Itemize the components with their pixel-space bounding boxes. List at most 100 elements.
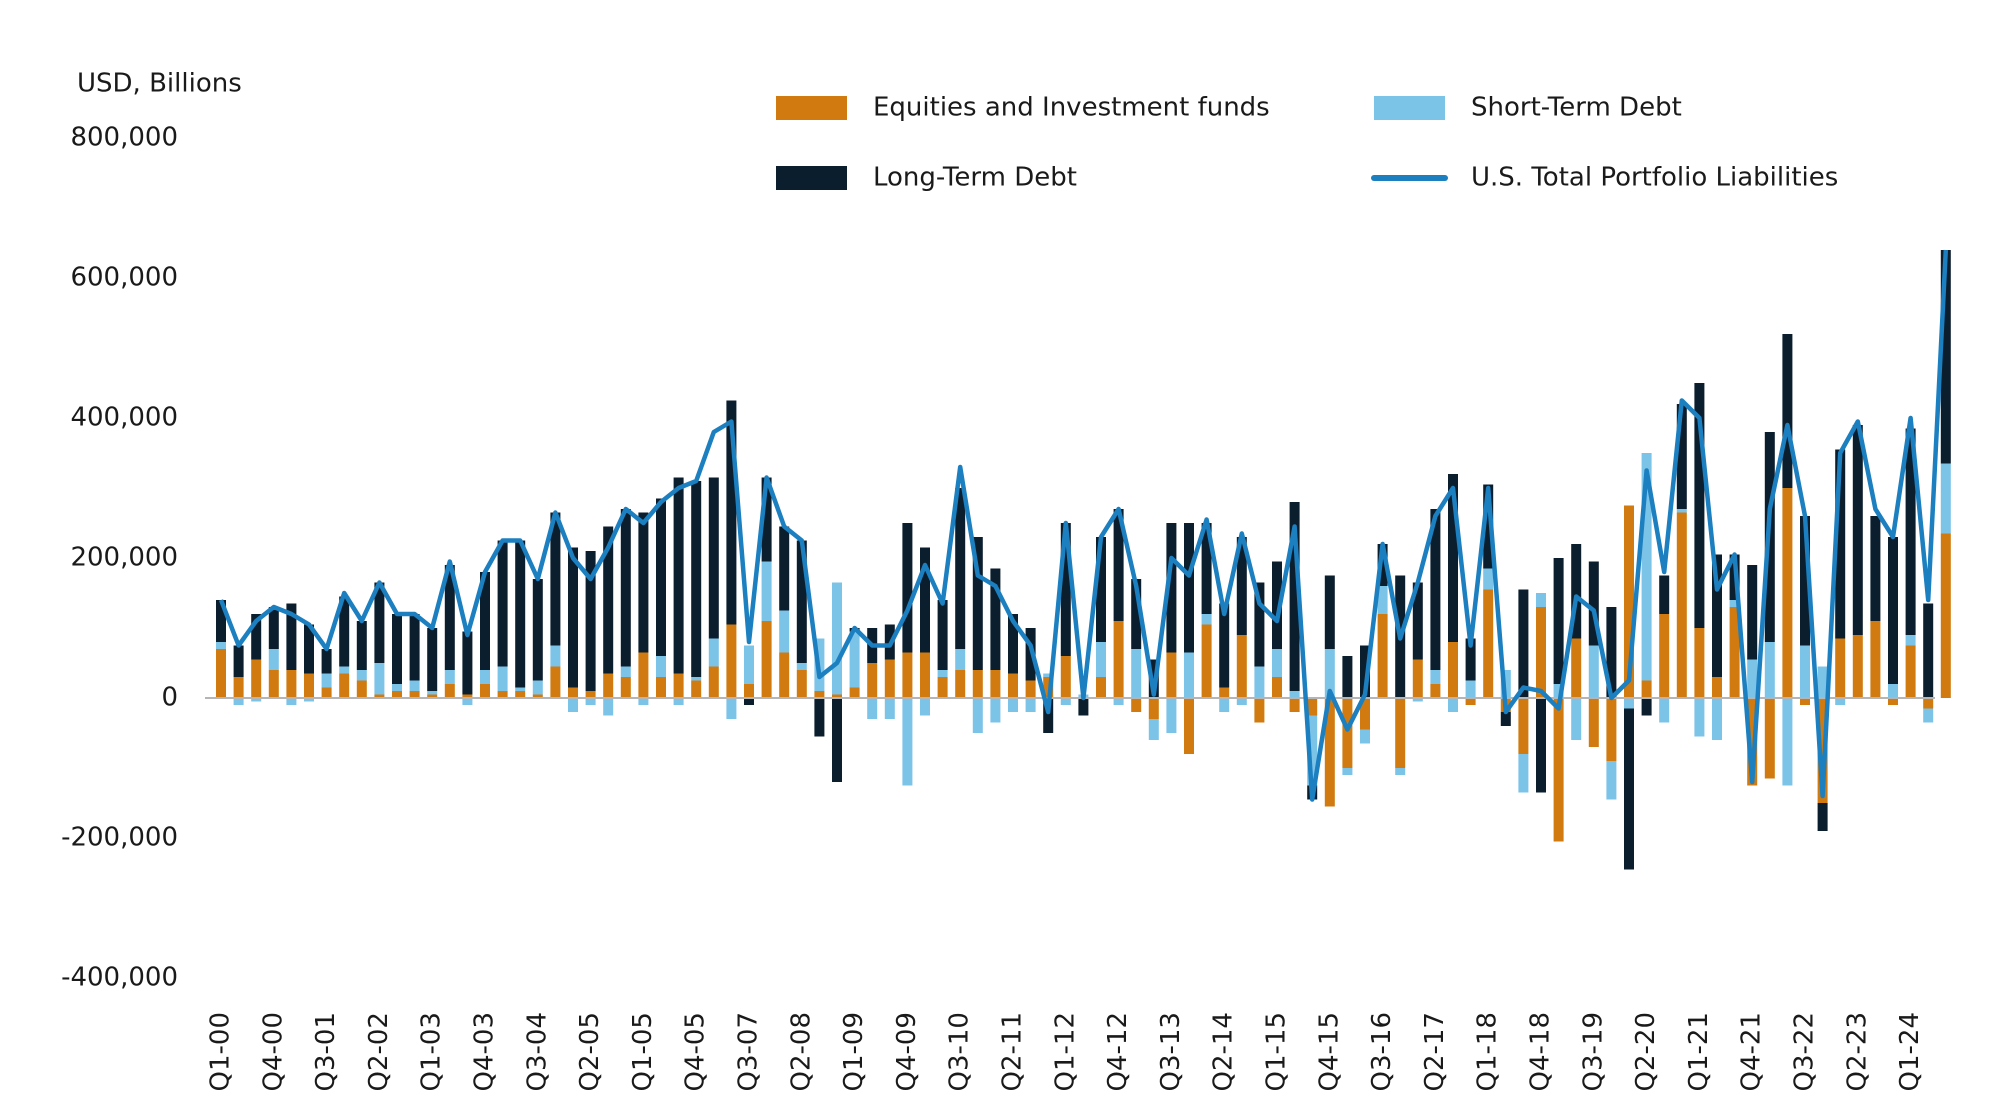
bar [1712,554,1722,677]
bar [1254,582,1265,667]
bar [1236,537,1247,635]
bar [1606,607,1617,698]
bar [1940,533,1951,698]
bar [392,614,402,684]
bar [1747,698,1758,786]
bar [1923,698,1934,709]
bar [1536,698,1546,793]
bar [462,694,473,698]
x-tick-label: Q4-05 [681,1012,711,1091]
bar [1641,453,1652,681]
bar [1588,645,1599,698]
x-tick-label: Q4-09 [892,1012,922,1091]
bar [480,572,490,670]
bar [304,698,314,702]
bar [1483,484,1494,569]
bar [1236,698,1247,705]
bar [1412,659,1423,698]
bar [1782,334,1793,488]
bar [515,687,526,691]
bar [708,638,719,667]
bar [1289,698,1300,712]
bar [1043,698,1054,733]
bar [656,498,666,656]
x-tick-label: Q1-21 [1684,1012,1714,1091]
bar [568,687,578,698]
x-tick-label: Q1-05 [628,1012,658,1091]
bar [1060,523,1071,656]
bar [761,561,772,621]
bar [321,687,332,698]
bar [1360,698,1370,730]
bar [1483,589,1494,698]
bar [955,670,966,698]
bar [374,694,385,698]
bar [1430,509,1441,670]
bar [1747,565,1758,660]
bar [673,698,684,705]
bar [1307,715,1318,786]
bar [1694,698,1705,737]
bar [392,684,402,691]
x-tick-label: Q2-11 [998,1012,1028,1091]
bar [515,691,526,698]
bar [1712,698,1722,740]
legend-swatch [1374,96,1445,120]
bar [1659,575,1670,614]
bar [1712,677,1722,698]
bar [1254,698,1265,723]
bar [1113,509,1124,621]
bar [638,698,649,705]
bar [761,621,772,698]
bar [656,677,666,698]
x-tick-label: Q3-07 [734,1012,764,1091]
bar [321,649,332,674]
bar [462,631,473,695]
bar [1166,523,1177,653]
bar [480,670,490,684]
bar [1500,712,1511,726]
bar [550,666,561,698]
bar [1060,698,1071,705]
bar [1025,698,1036,712]
bar [1096,642,1106,677]
bar [1448,698,1458,712]
bar [374,663,385,695]
bar [1060,656,1071,698]
bar [356,670,367,681]
legend-label: Long-Term Debt [873,163,1077,193]
bar [1694,383,1705,628]
x-tick-label: Q1-15 [1262,1012,1292,1091]
bar [779,610,790,653]
bar [691,481,702,677]
bar [268,670,279,698]
bar [480,684,490,698]
bar [1043,677,1054,698]
bar [1465,680,1476,698]
bar [1817,803,1828,831]
bar [990,698,1001,723]
bar [620,509,631,667]
bar [1764,698,1775,779]
bar [216,600,226,642]
bar [1571,638,1582,698]
x-tick-label: Q3-04 [522,1012,552,1091]
bar [1448,642,1458,698]
x-tick-label: Q3-19 [1578,1012,1608,1091]
bar [427,691,438,695]
bar [268,649,279,670]
bar [620,677,631,698]
bar [1448,474,1458,642]
bar [990,568,1001,670]
bar [796,540,807,663]
bar [1395,698,1406,768]
bar [1641,680,1652,698]
y-axis-label: USD, Billions [77,69,242,99]
bar [1800,516,1810,646]
bar [1835,698,1846,705]
bar [884,659,895,698]
bar [1148,719,1159,740]
bar [814,691,825,698]
bar [233,645,244,677]
